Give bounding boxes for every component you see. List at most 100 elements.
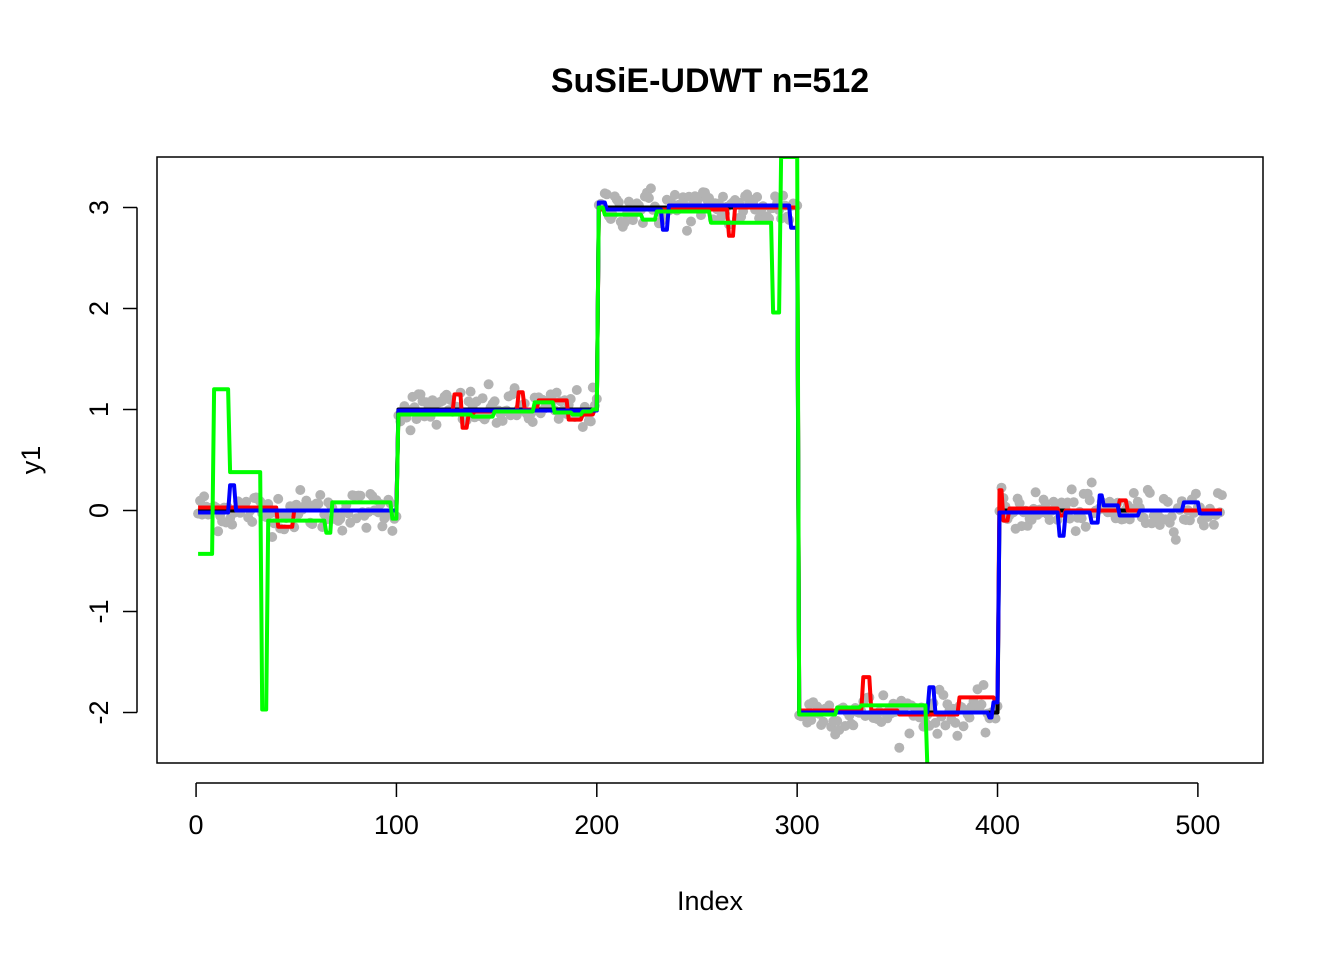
observed-point (1190, 488, 1201, 499)
x-tick-label: 300 (775, 810, 820, 840)
observed-point (553, 413, 564, 424)
observed-point (1076, 513, 1087, 524)
y-tick-label: 2 (84, 301, 114, 316)
observed-point (1040, 498, 1051, 509)
plot-frame (156, 156, 1264, 764)
observed-point (964, 712, 975, 723)
observed-point (199, 491, 210, 502)
observed-point (601, 189, 612, 200)
observed-point (1044, 515, 1055, 525)
observed-point (1070, 526, 1081, 537)
observed-point (335, 513, 346, 524)
observed-point (273, 493, 284, 504)
series-line-red (198, 205, 1222, 717)
observed-point (295, 485, 306, 495)
y-tick-label: 0 (84, 503, 114, 518)
points-layer (193, 183, 1227, 753)
observed-point (976, 699, 987, 710)
observed-point (483, 379, 494, 390)
observed-point (894, 742, 905, 753)
observed-point (1170, 534, 1181, 545)
series-line-green (198, 157, 930, 763)
observed-point (848, 720, 859, 731)
observed-point (669, 189, 680, 200)
x-tick-label: 200 (574, 810, 619, 840)
observed-point (752, 192, 763, 202)
observed-point (315, 490, 326, 500)
observed-point (623, 196, 634, 207)
observed-point (361, 522, 372, 533)
observed-point (613, 197, 624, 208)
x-tick-label: 100 (374, 810, 419, 840)
observed-point (489, 396, 500, 407)
observed-point (571, 385, 582, 395)
observed-point (619, 217, 630, 228)
observed-point (1080, 521, 1091, 532)
observed-point (477, 393, 488, 404)
observed-point (1184, 515, 1195, 526)
observed-point (1166, 511, 1177, 522)
chart-title: SuSiE-UDWT n=512 (551, 62, 869, 100)
x-tick-label: 0 (189, 810, 204, 840)
observed-point (1030, 487, 1041, 498)
observed-point (1208, 519, 1219, 530)
observed-point (387, 525, 398, 536)
observed-point (645, 183, 656, 194)
observed-point (1168, 527, 1179, 538)
observed-point (465, 386, 476, 397)
observed-point (241, 496, 252, 507)
series-line-blue (198, 200, 1222, 720)
y-tick-label: 1 (84, 402, 114, 417)
lines-layer (198, 157, 1222, 763)
observed-point (355, 490, 366, 501)
observed-point (643, 193, 654, 203)
x-axis-label: Index (677, 886, 744, 916)
observed-point (313, 498, 324, 509)
observed-point (1128, 488, 1139, 498)
observed-point (1144, 487, 1155, 498)
observed-point (337, 525, 348, 536)
observed-point (1014, 498, 1025, 509)
observed-point (527, 417, 538, 427)
observed-point (682, 225, 692, 236)
observed-point (551, 387, 562, 398)
observed-point (824, 700, 835, 711)
observed-point (930, 717, 941, 728)
observed-point (585, 416, 596, 427)
series-line-black (198, 205, 1222, 715)
observed-point (1066, 484, 1077, 495)
observed-point (978, 680, 989, 690)
y-axis: -2 -1 0 1 2 3 (84, 200, 138, 725)
x-tick-label: 400 (975, 810, 1020, 840)
observed-point (1198, 520, 1209, 531)
y-tick-label: 3 (84, 200, 114, 215)
observed-point (1162, 496, 1173, 507)
observed-point (1068, 497, 1079, 508)
observed-point (247, 516, 258, 527)
observed-point (1084, 495, 1095, 506)
observed-point (832, 716, 843, 726)
y-tick-label: -2 (84, 700, 114, 724)
observed-point (411, 414, 422, 425)
observed-point (509, 383, 520, 394)
observed-point (818, 716, 829, 727)
observed-point (686, 216, 696, 227)
observed-point (1216, 490, 1227, 501)
observed-point (958, 721, 969, 732)
observed-point (1086, 477, 1097, 488)
observed-point (213, 526, 224, 537)
observed-point (878, 690, 889, 701)
y-axis-label: y1 (16, 446, 46, 475)
y-tick-label: -1 (84, 599, 114, 623)
observed-point (227, 519, 238, 530)
observed-point (904, 728, 915, 739)
observed-point (405, 425, 416, 436)
x-tick-label: 500 (1175, 810, 1220, 840)
observed-point (932, 728, 943, 739)
observed-point (431, 419, 442, 430)
observed-point (497, 415, 508, 426)
observed-point (952, 730, 963, 741)
observed-point (377, 521, 388, 532)
observed-point (980, 727, 991, 738)
